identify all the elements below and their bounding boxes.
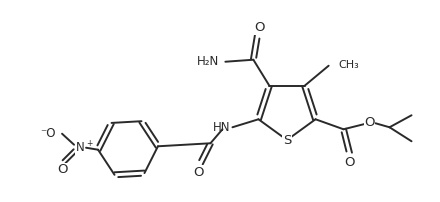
Text: O: O (254, 21, 264, 34)
Text: O: O (344, 156, 355, 169)
Text: CH₃: CH₃ (339, 60, 359, 70)
Text: ⁻O: ⁻O (40, 127, 56, 140)
Text: O: O (364, 116, 375, 129)
Text: HN: HN (213, 121, 231, 134)
Text: +: + (86, 139, 92, 148)
Text: H₂N: H₂N (197, 55, 220, 68)
Text: S: S (283, 134, 291, 146)
Text: O: O (57, 163, 67, 176)
Text: O: O (193, 166, 204, 179)
Text: N: N (76, 141, 84, 154)
